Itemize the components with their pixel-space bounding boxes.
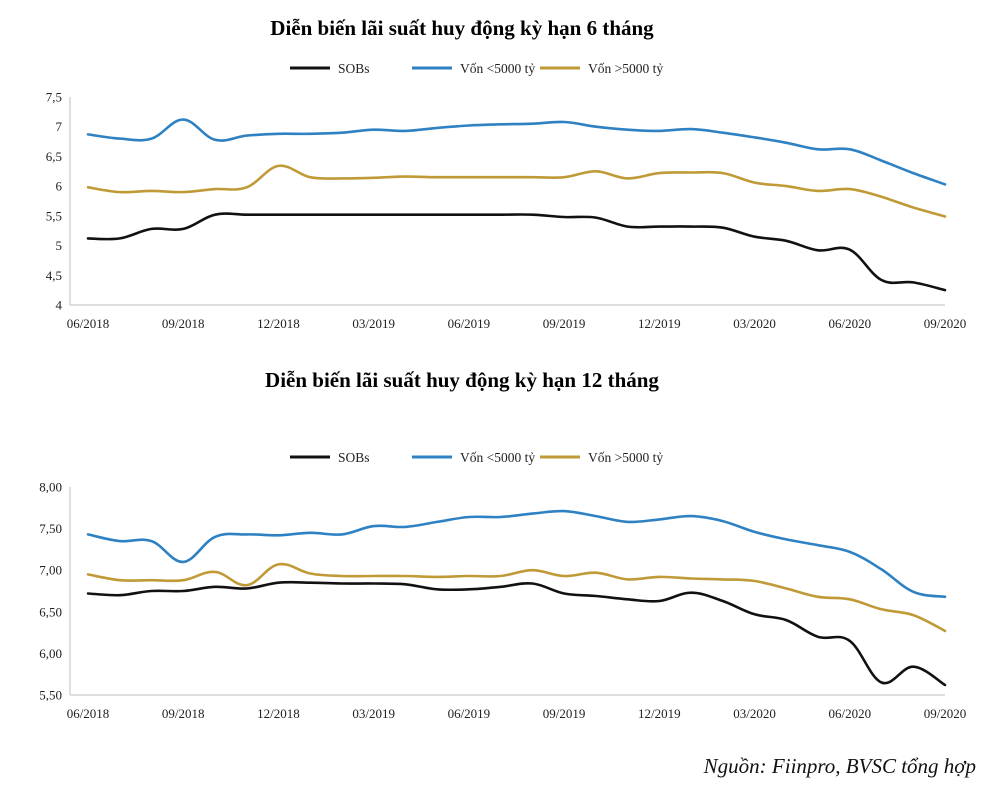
legend-label-sobs: SOBs — [338, 61, 370, 76]
y-tick-label: 6,5 — [46, 149, 62, 164]
x-tick-label: 06/2018 — [67, 316, 110, 331]
y-tick-label: 7,00 — [39, 563, 62, 578]
series-lines-12-month — [86, 509, 947, 687]
series-line-sobs — [86, 580, 947, 687]
chart-title-12-month: Diễn biến lãi suất huy động kỳ hạn 12 th… — [265, 368, 659, 392]
x-tick-label: 09/2020 — [924, 316, 967, 331]
x-tick-label: 09/2019 — [543, 316, 586, 331]
x-tick-label: 12/2018 — [257, 706, 300, 721]
x-tick-label: 12/2019 — [638, 706, 681, 721]
y-tick-label: 7,50 — [39, 521, 62, 536]
axes-6-month: 4 4,5 5 5,5 6 6,5 7 7,5 06/2018 09/2018 12/2018 03/… — [46, 90, 967, 332]
x-tick-label: 09/2019 — [543, 706, 586, 721]
y-tick-label: 6 — [56, 179, 63, 194]
legend-label-over-5000: Vốn >5000 tỷ — [588, 450, 663, 465]
y-tick-label: 5,5 — [46, 208, 62, 223]
series-line-sobs — [86, 212, 947, 292]
x-tick-label: 09/2018 — [162, 316, 205, 331]
y-tick-label: 4,5 — [46, 268, 62, 283]
x-tick-label: 03/2019 — [352, 316, 395, 331]
series-line-over-5000 — [86, 562, 947, 633]
legend-label-over-5000: Vốn >5000 tỷ — [588, 61, 663, 76]
legend-label-under-5000: Vốn <5000 tỷ — [460, 61, 535, 76]
x-tick-label: 03/2020 — [733, 316, 776, 331]
x-tick-label: 06/2019 — [448, 316, 491, 331]
legend-12-month: SOBs Vốn <5000 tỷ Vốn >5000 tỷ — [290, 450, 663, 465]
series-lines-6-month — [86, 118, 947, 292]
chart-6-month: Diễn biến lãi suất huy động kỳ hạn 6 thá… — [46, 16, 967, 331]
x-tick-label: 06/2020 — [828, 316, 871, 331]
y-tick-label: 7,5 — [46, 90, 62, 105]
series-line-under-5000 — [86, 118, 947, 186]
legend-6-month: SOBs Vốn <5000 tỷ Vốn >5000 tỷ — [290, 61, 663, 76]
x-tick-label: 03/2019 — [352, 706, 395, 721]
series-line-under-5000 — [86, 509, 947, 599]
x-tick-label: 03/2020 — [733, 706, 776, 721]
x-tick-label: 06/2018 — [67, 706, 110, 721]
y-tick-label: 8,00 — [39, 480, 62, 495]
chart-title-6-month: Diễn biến lãi suất huy động kỳ hạn 6 thá… — [270, 16, 654, 40]
x-tick-label: 06/2019 — [448, 706, 491, 721]
y-tick-label: 6,50 — [39, 604, 62, 619]
x-tick-label: 09/2018 — [162, 706, 205, 721]
x-tick-label: 12/2019 — [638, 316, 681, 331]
source-note: Nguồn: Fiinpro, BVSC tổng hợp — [703, 754, 976, 778]
axes-12-month: 5,50 6,00 6,50 7,00 7,50 8,00 06/2018 09/2018 12… — [39, 480, 966, 722]
y-tick-label: 6,00 — [39, 646, 62, 661]
x-tick-label: 06/2020 — [828, 706, 871, 721]
legend-label-under-5000: Vốn <5000 tỷ — [460, 450, 535, 465]
y-tick-label: 5,50 — [39, 688, 62, 703]
x-tick-label: 09/2020 — [924, 706, 967, 721]
legend-label-sobs: SOBs — [338, 450, 370, 465]
y-tick-label: 7 — [56, 119, 63, 134]
x-tick-label: 12/2018 — [257, 316, 300, 331]
chart-12-month: Diễn biến lãi suất huy động kỳ hạn 12 th… — [39, 368, 966, 721]
y-tick-label: 4 — [56, 298, 63, 313]
series-line-over-5000 — [86, 164, 947, 218]
y-tick-label: 5 — [56, 238, 63, 253]
